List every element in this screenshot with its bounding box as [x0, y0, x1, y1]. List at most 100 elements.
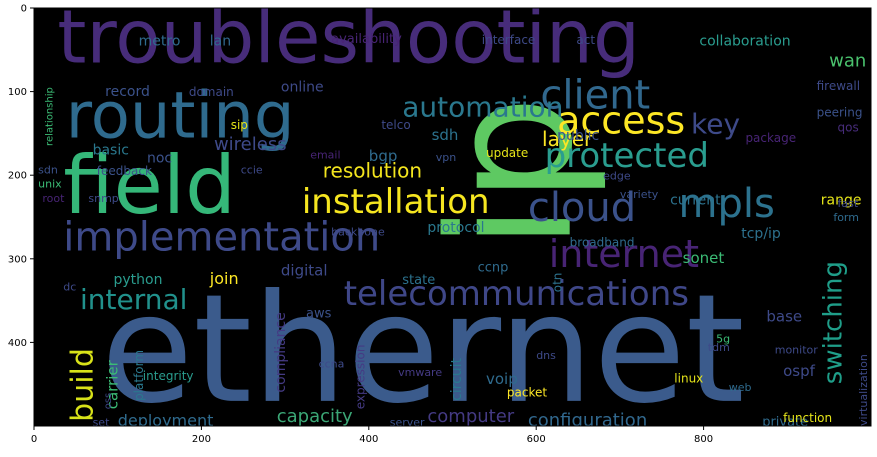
- word-protocol: protocol: [427, 220, 484, 236]
- word-sdn: sdn: [38, 164, 58, 177]
- word-qos: qos: [838, 121, 859, 135]
- word-linux: linux: [674, 372, 703, 386]
- word-deployment: deployment: [118, 411, 214, 430]
- word-variety: variety: [620, 188, 659, 201]
- word-field: field: [63, 139, 236, 232]
- word-carrier: carrier: [104, 359, 122, 409]
- x-tick-label: 600: [527, 434, 546, 445]
- word-wireless: wireless: [214, 134, 287, 155]
- word-circuit: circuit: [449, 357, 465, 400]
- word-function: function: [783, 411, 832, 425]
- word-capacity: capacity: [277, 406, 353, 427]
- word-sip: sip: [231, 118, 248, 132]
- word-tdm: tdm: [708, 341, 730, 354]
- word-ospf: ospf: [783, 362, 816, 380]
- word-unix: unix: [38, 178, 62, 191]
- x-tick-label: 400: [359, 434, 378, 445]
- word-key: key: [691, 107, 740, 140]
- word-computer: computer: [427, 406, 514, 427]
- word-mpls: mpls: [678, 181, 774, 227]
- word-broadband: broadband: [570, 235, 635, 249]
- word-form: form: [833, 211, 859, 224]
- word-private: private: [762, 415, 808, 430]
- x-tick-label: 200: [192, 434, 211, 445]
- word-domain: domain: [189, 85, 234, 99]
- word-ccie: ccie: [241, 164, 263, 177]
- word-routing: routing: [66, 80, 295, 154]
- word-wan: wan: [829, 51, 866, 72]
- word-interface: interface: [482, 33, 536, 47]
- word-web: web: [729, 381, 752, 394]
- word-implementation: implementation: [63, 214, 380, 260]
- word-lan: lan: [210, 34, 231, 50]
- word-otn: otn: [550, 273, 564, 293]
- word-tcp-ip: tcp/ip: [741, 226, 781, 242]
- word-public: public: [557, 128, 599, 144]
- word-monitor: monitor: [775, 343, 819, 356]
- word-platform: platform: [132, 350, 146, 401]
- y-tick-label: 400: [8, 338, 27, 349]
- word-noc: noc: [147, 151, 172, 167]
- plot-frame: [33, 7, 872, 427]
- word-voip: voip: [486, 370, 518, 388]
- word-edge: edge: [603, 169, 631, 182]
- word-join: join: [209, 269, 239, 288]
- word-online: online: [281, 80, 324, 96]
- word-sdh: sdh: [432, 126, 459, 144]
- word-internal: internal: [80, 283, 187, 316]
- word-range: range: [821, 192, 862, 208]
- word-compliance: compliance: [273, 312, 289, 392]
- word-sonet: sonet: [683, 249, 725, 267]
- x-tick-label: 0: [31, 434, 37, 445]
- word-availability: availability: [331, 32, 402, 47]
- word-python: python: [114, 272, 163, 288]
- word-vmware: vmware: [398, 366, 442, 379]
- word-email: email: [310, 148, 340, 161]
- word-backbone: backbone: [331, 225, 385, 238]
- word-base: base: [766, 308, 802, 326]
- word-layer: layer: [542, 127, 593, 151]
- word-telco: telco: [381, 118, 410, 132]
- word-ethernet: ethernet: [101, 263, 745, 437]
- word-build: build: [66, 348, 101, 422]
- word-current: current: [670, 192, 721, 208]
- word-protected: protected: [545, 136, 709, 176]
- word-internet: internet: [549, 232, 699, 276]
- word-dc: dc: [63, 281, 76, 294]
- y-tick-label: 200: [8, 171, 27, 182]
- word-metro: metro: [139, 34, 181, 50]
- word-access: access: [557, 98, 685, 142]
- word-snmp: snmp: [88, 192, 118, 205]
- word-relationship: relationship: [44, 87, 55, 146]
- word-digital: digital: [281, 262, 328, 280]
- word-set: set: [93, 416, 110, 429]
- word-troubleshooting: troubleshooting: [57, 0, 640, 80]
- word-bgp: bgp: [369, 147, 398, 165]
- word-oss: oss: [103, 393, 114, 410]
- word-telecommunications: telecommunications: [344, 274, 689, 314]
- word-state: state: [402, 273, 435, 288]
- word-resolution: resolution: [323, 159, 422, 183]
- word-collaboration: collaboration: [699, 34, 790, 50]
- word-basic: basic: [93, 142, 129, 158]
- y-axis: 0 100 200 300 400: [8, 4, 34, 349]
- y-tick-label: 300: [8, 254, 27, 265]
- plot-background: [34, 8, 871, 426]
- word-5g: 5g: [716, 332, 730, 345]
- y-tick-label: 0: [21, 4, 27, 15]
- word-root: root: [42, 192, 65, 205]
- word-switching: switching: [819, 261, 849, 384]
- word-act: act: [576, 33, 595, 47]
- word-dns: dns: [536, 349, 556, 362]
- word-ccnp: ccnp: [478, 260, 509, 275]
- x-tick-label: 800: [694, 434, 713, 445]
- word-record: record: [105, 84, 150, 100]
- word-automation: automation: [402, 91, 563, 124]
- word-packet: packet: [507, 386, 547, 400]
- word-configuration: configuration: [528, 410, 647, 431]
- word-installation: installation: [302, 182, 490, 222]
- word-package: package: [745, 131, 796, 145]
- word-client: client: [540, 72, 650, 118]
